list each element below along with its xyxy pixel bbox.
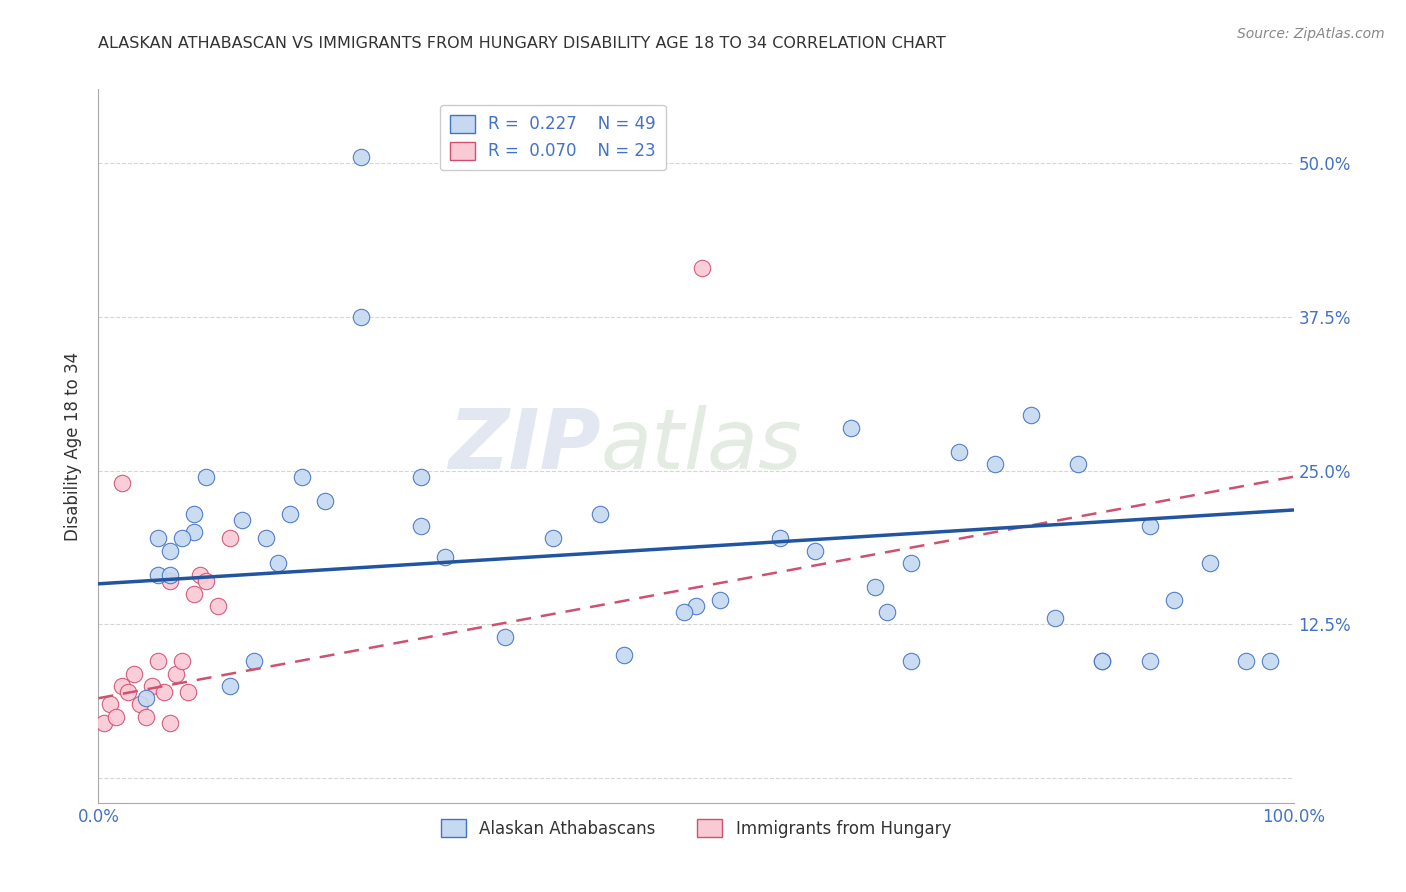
Point <box>1139 519 1161 533</box>
Point <box>690 260 713 275</box>
Point <box>1091 654 1114 668</box>
Point <box>207 599 229 613</box>
Point <box>105 709 128 723</box>
Point <box>148 531 170 545</box>
Point <box>159 574 181 589</box>
Point <box>188 568 211 582</box>
Point <box>315 494 337 508</box>
Point <box>768 531 790 545</box>
Point <box>804 543 827 558</box>
Point <box>613 648 636 662</box>
Point <box>243 654 266 668</box>
Point <box>159 543 181 558</box>
Point <box>1139 654 1161 668</box>
Text: Source: ZipAtlas.com: Source: ZipAtlas.com <box>1237 27 1385 41</box>
Point <box>494 630 516 644</box>
Point <box>141 679 163 693</box>
Point <box>984 458 1007 472</box>
Point <box>195 469 218 483</box>
Point <box>1067 458 1090 472</box>
Point <box>135 691 157 706</box>
Point <box>165 666 187 681</box>
Point <box>231 513 253 527</box>
Text: ALASKAN ATHABASCAN VS IMMIGRANTS FROM HUNGARY DISABILITY AGE 18 TO 34 CORRELATIO: ALASKAN ATHABASCAN VS IMMIGRANTS FROM HU… <box>98 36 946 51</box>
Point <box>673 605 696 619</box>
Legend: Alaskan Athabascans, Immigrants from Hungary: Alaskan Athabascans, Immigrants from Hun… <box>434 813 957 845</box>
Point <box>900 556 922 570</box>
Point <box>841 420 863 434</box>
Point <box>219 531 242 545</box>
Point <box>876 605 898 619</box>
Point <box>148 568 170 582</box>
Text: ZIP: ZIP <box>447 406 600 486</box>
Point <box>111 475 134 490</box>
Point <box>183 587 205 601</box>
Point <box>278 507 301 521</box>
Point <box>183 507 205 521</box>
Point <box>1199 556 1222 570</box>
Text: atlas: atlas <box>600 406 801 486</box>
Point <box>1163 592 1185 607</box>
Point <box>948 445 970 459</box>
Point <box>254 531 277 545</box>
Point <box>709 592 731 607</box>
Point <box>129 698 152 712</box>
Point <box>124 666 146 681</box>
Point <box>117 685 139 699</box>
Point <box>98 698 122 712</box>
Point <box>93 715 115 730</box>
Point <box>411 469 433 483</box>
Point <box>350 310 373 324</box>
Point <box>111 679 134 693</box>
Point <box>865 581 887 595</box>
Point <box>434 549 457 564</box>
Point <box>267 556 290 570</box>
Point <box>159 568 181 582</box>
Point <box>153 685 176 699</box>
Point <box>291 469 314 483</box>
Point <box>195 574 218 589</box>
Point <box>589 507 612 521</box>
Point <box>1091 654 1114 668</box>
Point <box>219 679 242 693</box>
Y-axis label: Disability Age 18 to 34: Disability Age 18 to 34 <box>65 351 83 541</box>
Point <box>411 519 433 533</box>
Point <box>159 715 181 730</box>
Point <box>148 654 170 668</box>
Point <box>1019 409 1042 423</box>
Point <box>1043 611 1066 625</box>
Point <box>1234 654 1257 668</box>
Point <box>172 531 194 545</box>
Point <box>172 654 194 668</box>
Point <box>135 709 157 723</box>
Point <box>177 685 200 699</box>
Point <box>183 525 205 540</box>
Point <box>685 599 707 613</box>
Point <box>1258 654 1281 668</box>
Point <box>900 654 922 668</box>
Point <box>541 531 564 545</box>
Point <box>350 150 373 164</box>
